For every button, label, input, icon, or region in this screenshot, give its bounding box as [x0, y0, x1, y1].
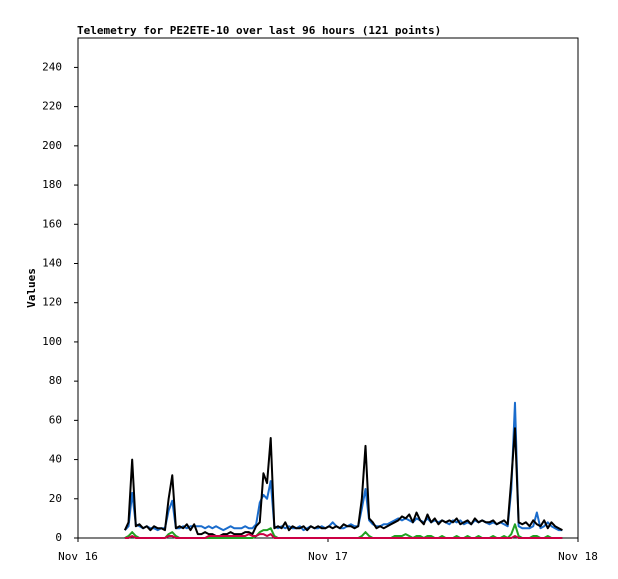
- series-line: [124, 533, 563, 539]
- y-axis-label: Values: [25, 268, 38, 308]
- y-tick-label: 20: [49, 492, 62, 505]
- plot-frame: [77, 37, 579, 539]
- y-tick-label: 180: [42, 178, 62, 191]
- y-tick-label: 60: [49, 413, 62, 426]
- y-tick-label: 0: [55, 531, 62, 544]
- y-tick-label: 200: [42, 139, 62, 152]
- y-tick-label: 220: [42, 100, 62, 113]
- chart-title: Telemetry for PE2ETE-10 over last 96 hou…: [77, 24, 441, 37]
- y-tick-label: 100: [42, 335, 62, 348]
- y-tick-label: 160: [42, 217, 62, 230]
- y-tick-label: 80: [49, 374, 62, 387]
- x-tick-label: Nov 18: [558, 550, 598, 563]
- y-tick-label: 120: [42, 296, 62, 309]
- y-tick-label: 140: [42, 256, 62, 269]
- x-tick-label: Nov 16: [58, 550, 98, 563]
- x-tick-label: Nov 17: [308, 550, 348, 563]
- series-line: [123, 427, 563, 538]
- y-tick-label: 240: [42, 60, 62, 73]
- series-line: [124, 401, 563, 532]
- y-tick-label: 40: [49, 453, 62, 466]
